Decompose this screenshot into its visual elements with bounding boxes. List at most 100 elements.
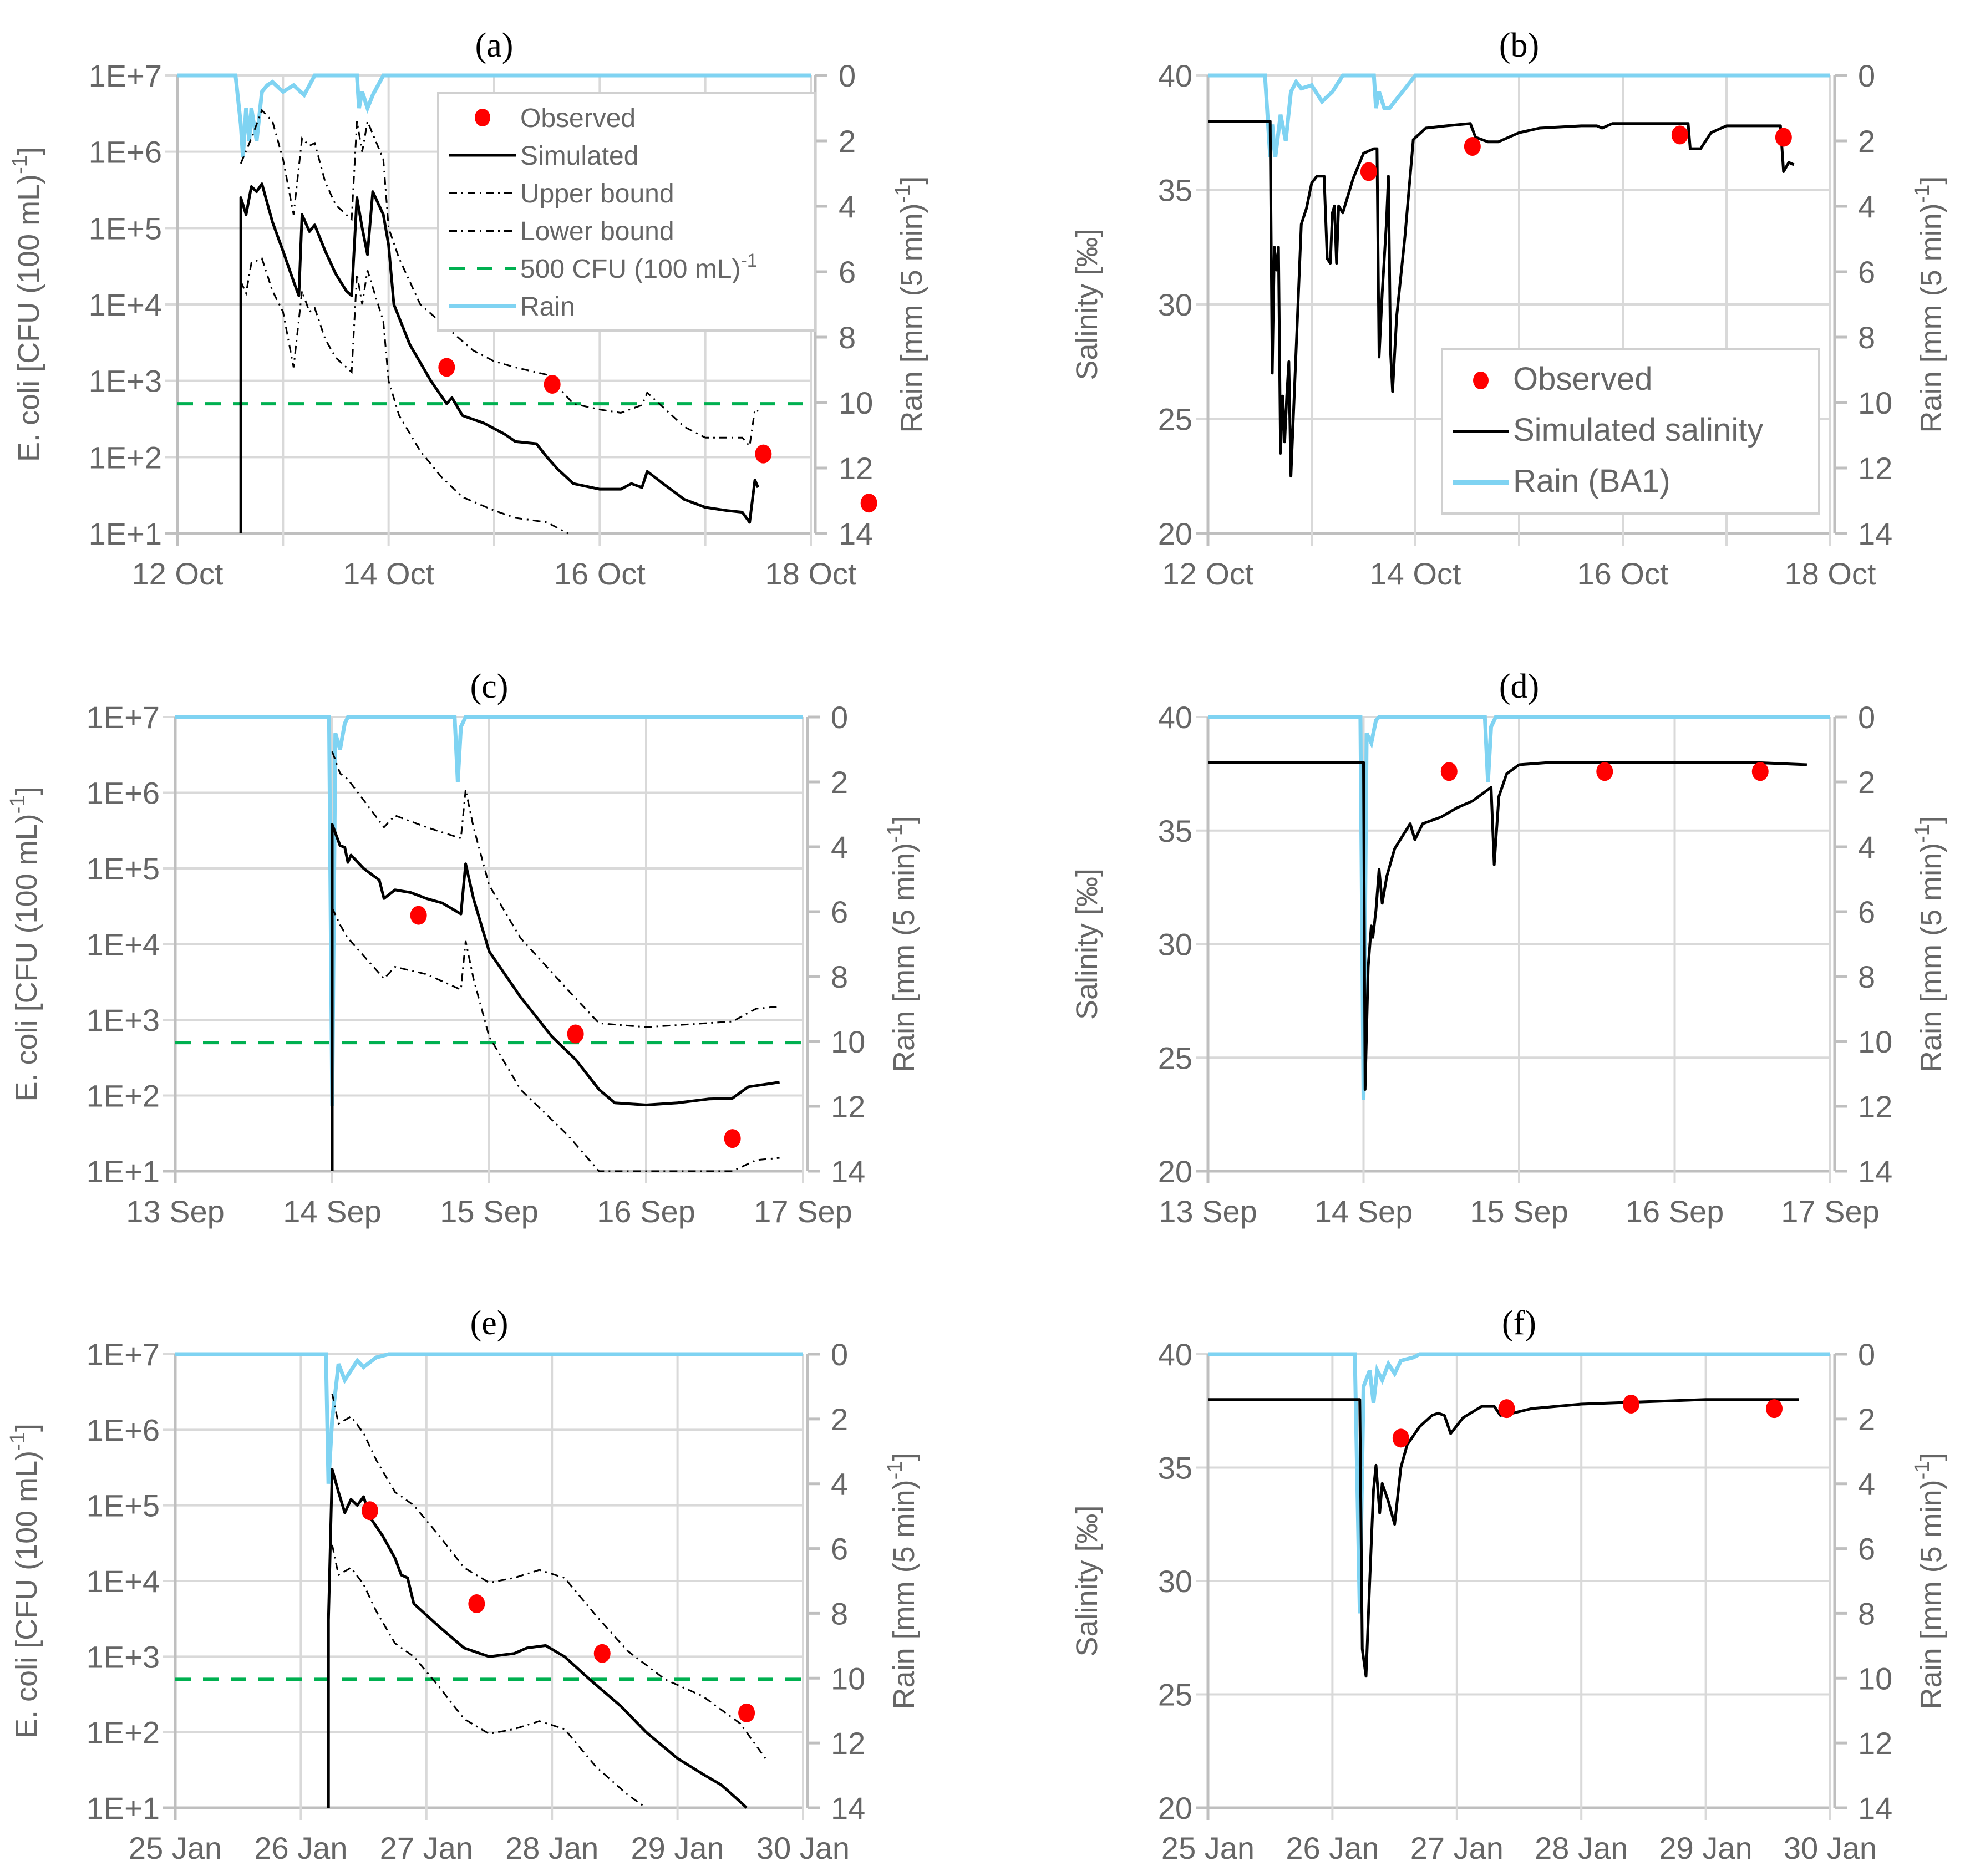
superscript: -1 [6,795,29,814]
x-tick-label: 16 Oct [554,556,646,591]
y2-tick-label: 8 [1858,959,1875,994]
observed-point [544,374,561,394]
x-tick-label: 12 Oct [1162,556,1254,591]
y-tick-label: 30 [1158,1564,1192,1599]
observed-point [724,1129,741,1148]
observed-point [1766,1399,1783,1419]
y2-tick-label: 6 [831,894,848,929]
simulated-series [1208,761,1807,1091]
x-tick-label: 13 Sep [1159,1194,1257,1229]
bracket: ] [887,816,921,824]
bracket: ] [10,787,43,795]
observed-point [1498,1399,1515,1419]
y2-tick-label: 14 [1858,516,1892,551]
y2-tick-label: 2 [1858,124,1875,159]
y-axis-label: Salinity [‰] [1070,228,1104,380]
y2-tick-label: 4 [831,830,848,865]
y2-tick-label: 12 [1858,1089,1892,1124]
y2-tick-label: 0 [831,1337,848,1372]
x-tick-label: 15 Sep [1470,1194,1568,1229]
y-tick-label: 1E+1 [87,1791,160,1826]
y-tick-label: 35 [1158,173,1192,208]
simulated-series [239,182,760,533]
x-tick-label: 28 Jan [505,1831,598,1865]
y2-axis-label: Rain [mm (5 min)-1] [1911,816,1948,1072]
y2-tick-label: 14 [839,516,873,551]
y2-tick-label: 12 [839,451,873,486]
y-tick-label: 20 [1158,1791,1192,1826]
y-tick-label: 1E+2 [87,1715,160,1750]
y-tick-label: 40 [1158,700,1192,735]
simulated-series [327,1468,748,1809]
y-tick-label: 1E+1 [87,1154,160,1189]
observed-point [1751,762,1769,781]
y-tick-label: 1E+6 [87,776,160,811]
y-tick-label: 1E+2 [87,1079,160,1114]
y2-tick-label: 14 [1858,1154,1892,1189]
x-tick-label: 15 Sep [440,1194,539,1229]
y2-tick-label: 4 [1858,830,1875,865]
observed-point [1596,762,1613,781]
chart-panel-b: (b) 20 25 30 35 40 12 Oct 14 Oct 16 Oct 18 Oct 0 2 4… [1070,27,1948,591]
x-tick-label: 26 Jan [1286,1831,1379,1865]
y2-tick-label: 8 [1858,320,1875,355]
panel-title: (c) [470,668,509,705]
x-tick-label: 18 Oct [1785,556,1876,591]
simulated-series [1208,120,1795,478]
y-tick-label: 25 [1158,1677,1192,1712]
y2-tick-label: 4 [839,189,856,224]
y-tick-label: 1E+5 [87,851,160,886]
superscript: -1 [6,1432,29,1451]
panel-title: (a) [475,27,514,64]
legend-panel-b: Observed Simulated salinity Rain (BA1) [1441,348,1820,515]
observed-point [361,1501,378,1521]
y-axis-label: Salinity [‰] [1070,868,1104,1020]
y2-axis-label: Rain [mm (5 min)-1] [884,1453,921,1710]
panel-title: (b) [1499,27,1539,64]
x-tick-label: 29 Jan [1659,1831,1753,1865]
observed-point [738,1703,755,1722]
y2-tick-label: 4 [1858,189,1875,224]
legend-marker [475,109,490,126]
y-tick-label: 35 [1158,814,1192,848]
y-tick-label: 40 [1158,1337,1192,1372]
x-tick-label: 18 Oct [765,556,857,591]
observed-point [1392,1428,1409,1448]
y-axis-label: E. coli [CFU (100 mL)-1] [6,1423,43,1738]
y-tick-label: 1E+5 [87,1488,160,1523]
y-tick-label: 20 [1158,516,1192,551]
observed-point [438,358,455,377]
x-tick-label: 14 Oct [1370,556,1461,591]
simulated-series [331,823,780,1171]
y-tick-label: 1E+7 [87,1337,160,1372]
y2-axis-label: Rain [mm (5 min)-1] [891,176,928,433]
y2-tick-label: 10 [831,1024,865,1059]
y2-tick-label: 4 [1858,1467,1875,1502]
y2-tick-label: 6 [831,1532,848,1567]
y2-tick-label: 12 [831,1726,865,1761]
lower-bound-series [240,257,568,535]
y-tick-label: 1E+4 [87,927,160,962]
simulated-series [1208,1398,1799,1678]
bracket: ] [1915,176,1948,185]
y-tick-label: 1E+7 [87,700,160,735]
y-tick-label: 25 [1158,402,1192,437]
x-tick-label: 16 Sep [1626,1194,1724,1229]
y2-tick-label: 14 [1858,1791,1892,1826]
y2-tick-label: 10 [1858,1661,1892,1696]
x-tick-label: 12 Oct [132,556,224,591]
legend-label: 500 CFU (100 mL)-1 [520,250,758,284]
y-tick-label: 35 [1158,1451,1192,1486]
observed-point [1360,162,1377,181]
legend-label: Simulated [520,141,638,171]
y2-tick-label: 6 [839,255,856,289]
y-tick-label: 1E+3 [89,364,162,399]
y2-tick-label: 0 [831,700,848,735]
y2-tick-label: 8 [831,1596,848,1631]
x-tick-label: 14 Sep [1314,1194,1413,1229]
chart-panel-a: (a) 1E+1 1E+2 1E+3 1E+4 1E+5 1E+6 1E+7 12 Oct 14 … [8,27,928,591]
panel-title: (d) [1499,668,1539,705]
y2-tick-label: 12 [831,1089,865,1124]
legend-label: Lower bound [520,217,674,246]
